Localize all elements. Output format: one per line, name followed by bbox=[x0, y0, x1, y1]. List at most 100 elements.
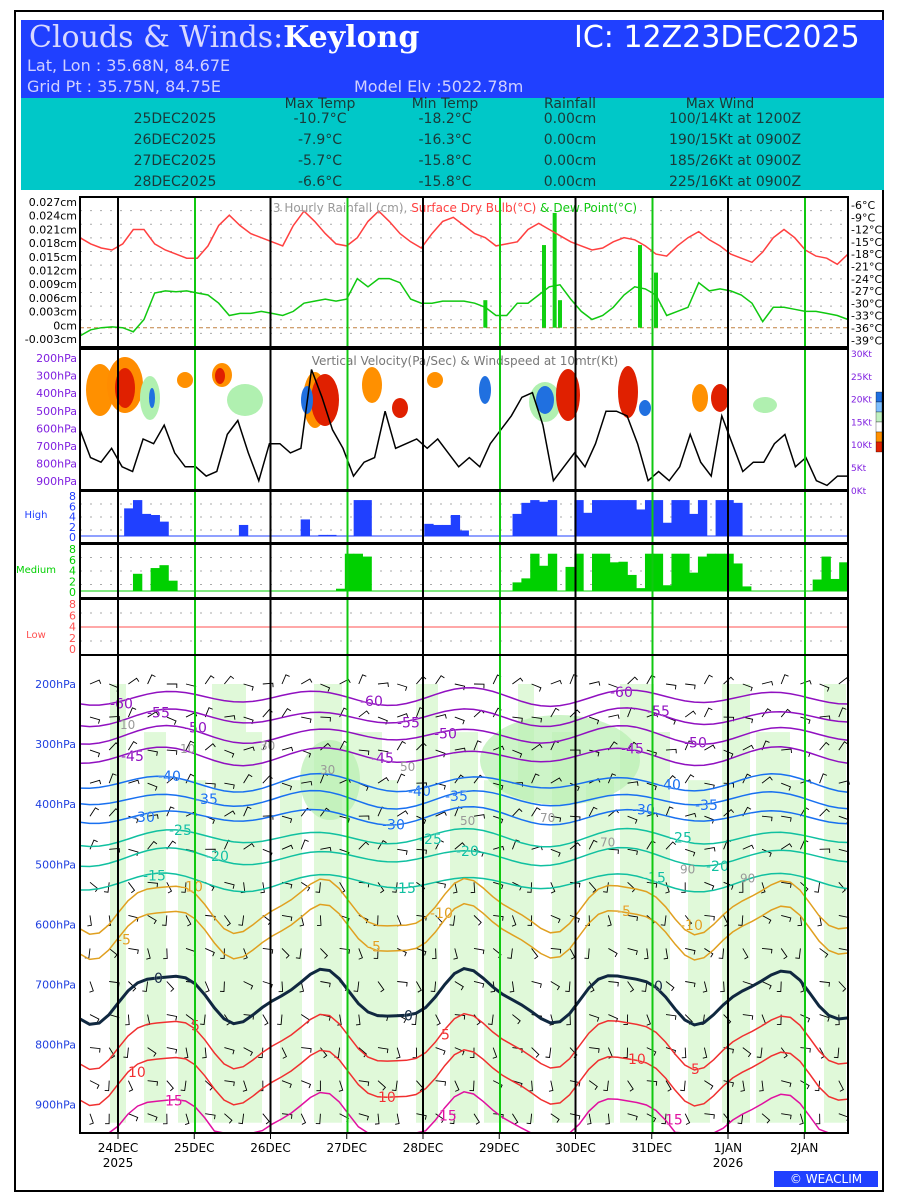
humidity-label: 10 bbox=[120, 718, 135, 732]
colorbar-segment bbox=[875, 401, 883, 413]
wind-barb bbox=[704, 1080, 714, 1090]
rainfall-bar bbox=[638, 245, 642, 328]
vertical-velocity-contour bbox=[556, 369, 580, 421]
colorbar-segment bbox=[875, 431, 883, 443]
wind-barb bbox=[166, 882, 173, 894]
high-cloud-bar bbox=[327, 534, 337, 536]
medium-cloud-bar bbox=[521, 578, 531, 591]
wind-barb bbox=[377, 1080, 387, 1091]
wind-barb bbox=[127, 1080, 134, 1092]
wind-barb bbox=[566, 1014, 571, 1026]
wind-barb bbox=[781, 782, 792, 791]
humidity-label: 90 bbox=[740, 871, 755, 885]
wind-barb bbox=[166, 806, 175, 817]
wind-barb bbox=[531, 716, 543, 723]
wind-barb bbox=[795, 948, 801, 959]
wind-barb bbox=[531, 683, 542, 692]
wind-barb bbox=[435, 1047, 446, 1055]
wind-barb bbox=[315, 882, 321, 893]
windspeed-tick: 5Kt bbox=[851, 464, 867, 474]
high-cloud-bar bbox=[689, 513, 699, 536]
wind-barb bbox=[435, 811, 447, 817]
wind-barb bbox=[205, 848, 216, 854]
wind-barb bbox=[704, 1113, 715, 1119]
isotherm-label: -10 bbox=[180, 879, 203, 895]
wind-barb bbox=[281, 1047, 287, 1059]
wind-barb bbox=[493, 815, 504, 824]
wind-barb bbox=[761, 848, 772, 858]
wind-barb bbox=[627, 676, 638, 685]
wind-barb bbox=[681, 882, 686, 893]
temperature-tick: -30°C bbox=[851, 297, 882, 310]
row-date: 27DEC2025 bbox=[133, 153, 217, 169]
cell-value: -5.7°C bbox=[297, 153, 343, 169]
wind-barb bbox=[377, 981, 385, 993]
wind-barb bbox=[281, 1113, 293, 1119]
wind-barb bbox=[146, 948, 151, 960]
medium-cloud-bar bbox=[724, 553, 734, 591]
wind-barb bbox=[800, 1080, 810, 1090]
cell-value: 0.00cm bbox=[543, 174, 597, 190]
wind-barb bbox=[185, 740, 195, 751]
wind-barb bbox=[454, 1047, 465, 1056]
wind-barb bbox=[819, 948, 829, 958]
wind-barb bbox=[627, 741, 638, 751]
wind-barb bbox=[660, 915, 667, 926]
wind-barb bbox=[646, 1113, 657, 1123]
wind-barb bbox=[588, 1080, 598, 1091]
high-cloud-bar bbox=[539, 501, 549, 536]
wind-barb bbox=[89, 807, 100, 817]
humidity-shading bbox=[722, 684, 750, 1123]
wind-barb bbox=[761, 776, 773, 784]
wind-barb bbox=[742, 1014, 754, 1020]
wind-barb bbox=[184, 1113, 190, 1125]
wind-barb bbox=[396, 810, 409, 817]
wind-barb bbox=[277, 1014, 283, 1026]
cell-value: -10.7°C bbox=[293, 111, 347, 127]
wind-barb bbox=[243, 948, 248, 960]
wind-barb bbox=[411, 1014, 417, 1026]
isotherm-line bbox=[79, 687, 849, 708]
wind-barb bbox=[643, 948, 649, 960]
wind-barb bbox=[665, 1014, 677, 1020]
isotherm-label: -45 bbox=[371, 751, 394, 767]
medium-cloud-bar bbox=[653, 553, 664, 591]
wind-barb bbox=[776, 981, 782, 992]
wind-barb bbox=[531, 807, 541, 817]
wind-barb bbox=[181, 882, 187, 893]
wind-barb bbox=[299, 915, 305, 927]
wind-barb bbox=[431, 948, 437, 960]
wind-barb bbox=[281, 844, 294, 850]
wind-barb bbox=[435, 1080, 447, 1086]
wind-barb bbox=[507, 948, 513, 959]
wind-barb bbox=[780, 948, 788, 960]
pressure-tick: 300hPa bbox=[36, 370, 77, 383]
wind-barb bbox=[723, 782, 735, 788]
wind-barb bbox=[358, 948, 363, 960]
pressure-tick: 900hPa bbox=[35, 1099, 76, 1112]
wind-barb bbox=[627, 1080, 634, 1092]
wind-barb bbox=[243, 843, 255, 850]
wind-barb bbox=[166, 1080, 174, 1092]
wind-barb bbox=[339, 947, 351, 954]
dry-bulb-line bbox=[79, 209, 849, 266]
wind-barb bbox=[608, 714, 620, 719]
wind-barb bbox=[396, 1047, 401, 1059]
wind-barb bbox=[260, 882, 265, 894]
wind-barb bbox=[608, 848, 619, 855]
wind-barb bbox=[163, 948, 168, 960]
wind-barb bbox=[493, 881, 504, 890]
wind-barb bbox=[627, 781, 639, 786]
wind-barb bbox=[838, 741, 848, 751]
row-date: 25DEC2025 bbox=[133, 111, 217, 127]
cloud-tick: 8 bbox=[69, 598, 76, 611]
isotherm-label: -40 bbox=[408, 784, 431, 800]
cell-value: 225/16Kt at 0900Z bbox=[668, 174, 802, 190]
cloud-tick: 4 bbox=[69, 565, 76, 578]
wind-barb bbox=[718, 948, 725, 959]
wind-barb bbox=[301, 1080, 312, 1089]
wind-barb bbox=[589, 1014, 600, 1022]
medium-cloud-bar bbox=[706, 553, 717, 591]
column-header: Max Temp bbox=[284, 96, 356, 112]
wind-barb bbox=[665, 775, 676, 784]
